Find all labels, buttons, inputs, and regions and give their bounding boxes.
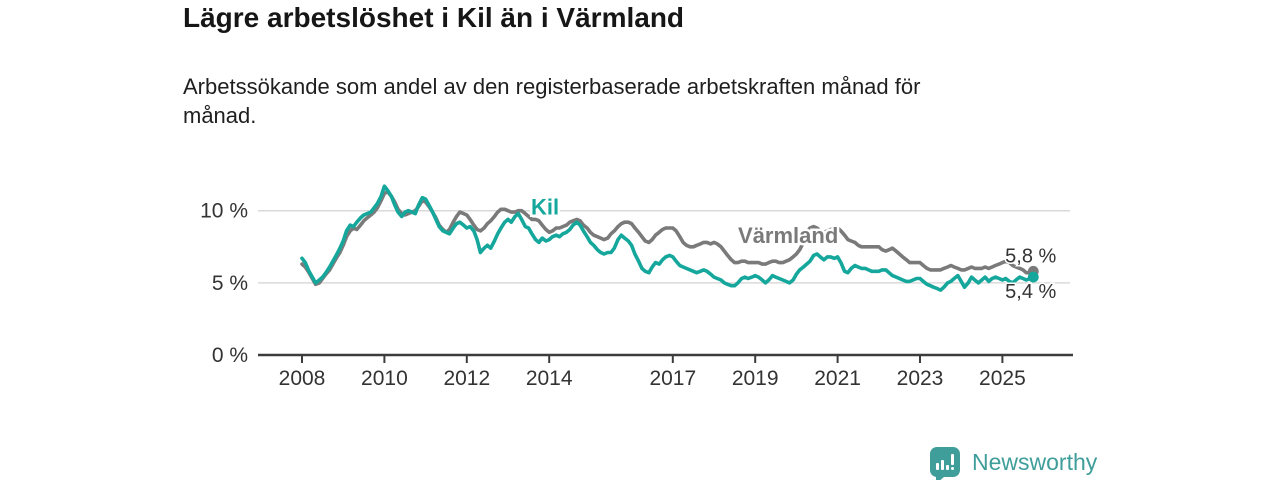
newsworthy-logo-icon bbox=[930, 447, 960, 480]
varmland-line bbox=[300, 190, 1036, 287]
kil-line bbox=[300, 184, 1036, 292]
logo-bubble-tail bbox=[936, 476, 945, 480]
y-axis-label-0: 0 % bbox=[212, 344, 248, 367]
x-axis-label-2014: 2014 bbox=[526, 367, 573, 390]
chart-subtitle-line-2: månad. bbox=[183, 103, 257, 128]
chart-subtitle-line-1: Arbetssökande som andel av den registerb… bbox=[183, 74, 921, 99]
x-axis-label-2008: 2008 bbox=[279, 367, 326, 390]
kil-end-dot bbox=[1027, 271, 1039, 283]
varmland-end-value-label: 5,8 % bbox=[1005, 245, 1056, 267]
brand-name: Newsworthy bbox=[972, 448, 1098, 475]
logo-bar-icon bbox=[936, 463, 939, 470]
x-axis-label-2012: 2012 bbox=[443, 367, 490, 390]
x-axis-label-2019: 2019 bbox=[732, 367, 779, 390]
logo-bar-icon bbox=[941, 460, 944, 470]
kil-series-label: Kil bbox=[531, 194, 559, 219]
newsworthy-brand: Newsworthy bbox=[930, 445, 1098, 480]
kil-end-value-label: 5,4 % bbox=[1005, 281, 1056, 303]
x-axis-label-2025: 2025 bbox=[979, 367, 1026, 390]
logo-exclamation-icon bbox=[951, 454, 954, 465]
page-title: Lägre arbetslöshet i Kil än i Värmland bbox=[183, 2, 685, 33]
varmland-series-label: Värmland bbox=[738, 223, 838, 248]
logo-bar-icon bbox=[946, 465, 949, 470]
chart-subtitle: Arbetssökande som andel av den registerb… bbox=[183, 72, 920, 130]
x-axis-label-2023: 2023 bbox=[897, 367, 944, 390]
y-axis-label-10: 10 % bbox=[200, 200, 248, 223]
x-axis-label-2017: 2017 bbox=[649, 367, 696, 390]
logo-exclamation-dot-icon bbox=[951, 467, 954, 470]
y-axis-label-5: 5 % bbox=[212, 272, 248, 295]
x-axis-label-2021: 2021 bbox=[814, 367, 861, 390]
x-axis-label-2010: 2010 bbox=[361, 367, 408, 390]
